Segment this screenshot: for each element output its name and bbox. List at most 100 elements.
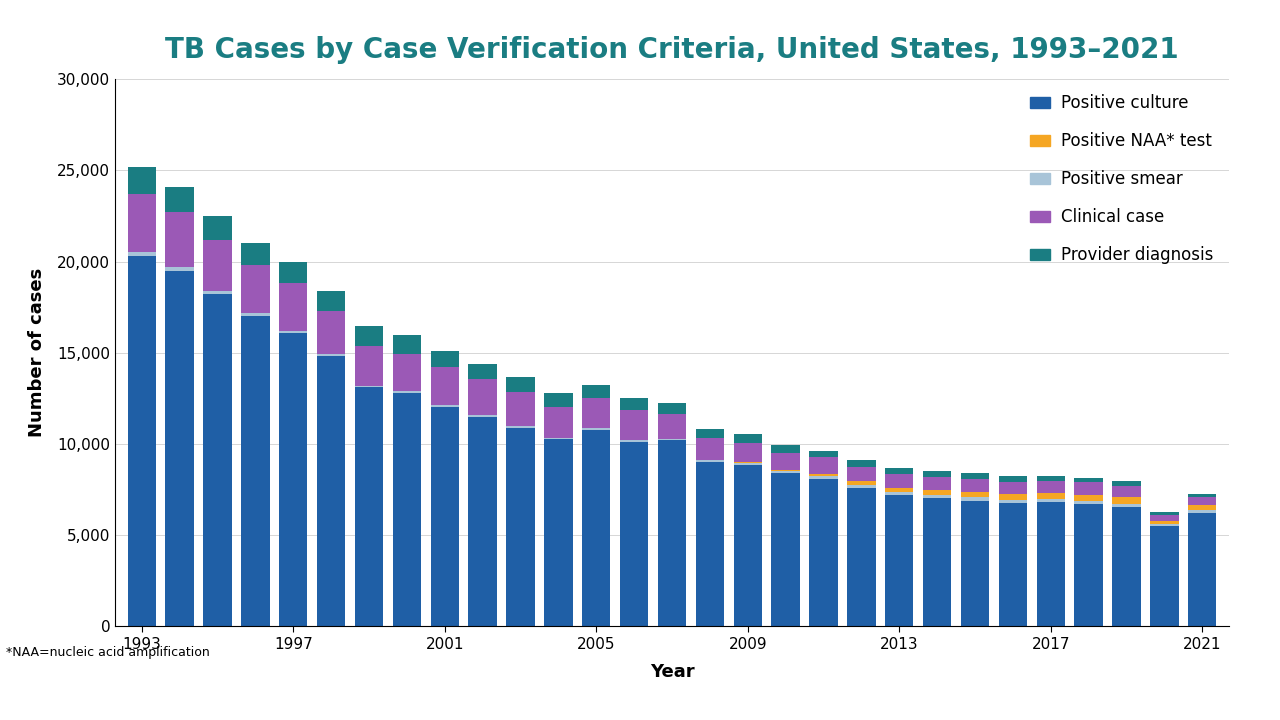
Text: *NAA=nucleic acid amplification: *NAA=nucleic acid amplification (6, 646, 210, 659)
Bar (998, 503, 1027, 626)
Bar (772, 453, 800, 469)
Bar (279, 284, 307, 331)
Bar (809, 477, 837, 479)
Bar (884, 487, 914, 492)
Bar (544, 438, 572, 439)
Bar (809, 474, 837, 477)
Bar (658, 403, 686, 413)
Bar (1151, 512, 1179, 515)
Bar (1151, 524, 1179, 526)
Bar (1074, 504, 1103, 626)
Bar (1188, 513, 1216, 626)
Bar (507, 377, 535, 392)
Bar (772, 469, 800, 472)
Bar (998, 482, 1027, 495)
Bar (620, 442, 649, 626)
Bar (544, 392, 572, 407)
Bar (507, 392, 535, 426)
Bar (620, 398, 649, 410)
Bar (279, 261, 307, 284)
Bar (165, 271, 193, 626)
Bar (204, 216, 232, 240)
Bar (1037, 481, 1065, 493)
Bar (695, 438, 724, 460)
Bar (884, 495, 914, 626)
Bar (772, 473, 800, 626)
Bar (582, 428, 611, 431)
Bar (507, 428, 535, 626)
Bar (1037, 499, 1065, 503)
Bar (241, 312, 270, 316)
Bar (695, 462, 724, 626)
Bar (809, 479, 837, 626)
Bar (847, 482, 876, 485)
Bar (128, 194, 156, 253)
Bar (430, 351, 460, 367)
Bar (733, 463, 762, 465)
Bar (772, 472, 800, 473)
Bar (1112, 497, 1140, 504)
Bar (1151, 526, 1179, 626)
Title: TB Cases by Case Verification Criteria, United States, 1993–2021: TB Cases by Case Verification Criteria, … (165, 37, 1179, 64)
Bar (809, 457, 837, 474)
Bar (961, 479, 989, 492)
Bar (1188, 494, 1216, 498)
Bar (468, 417, 497, 626)
Bar (695, 429, 724, 438)
Bar (658, 438, 686, 441)
X-axis label: Year: Year (650, 663, 694, 681)
Bar (1074, 495, 1103, 501)
Bar (544, 407, 572, 438)
Bar (923, 490, 951, 495)
Bar (923, 471, 951, 477)
Bar (884, 492, 914, 495)
Bar (998, 495, 1027, 500)
Bar (355, 346, 383, 386)
Bar (1037, 503, 1065, 626)
Bar (1074, 501, 1103, 504)
Bar (1112, 504, 1140, 507)
Bar (468, 415, 497, 417)
Bar (355, 386, 383, 387)
Bar (1188, 510, 1216, 513)
Bar (393, 393, 421, 626)
Bar (1188, 505, 1216, 510)
Bar (165, 267, 193, 271)
Bar (733, 443, 762, 462)
Bar (317, 291, 346, 311)
Bar (241, 316, 270, 626)
Bar (582, 398, 611, 428)
Bar (393, 335, 421, 354)
Bar (1037, 475, 1065, 481)
Bar (128, 256, 156, 626)
Bar (317, 311, 346, 354)
Bar (809, 451, 837, 457)
Bar (847, 467, 876, 482)
Bar (998, 476, 1027, 482)
Bar (847, 487, 876, 626)
Bar (430, 405, 460, 407)
Bar (279, 333, 307, 626)
Bar (128, 167, 156, 194)
Bar (393, 391, 421, 393)
Y-axis label: Number of cases: Number of cases (28, 268, 46, 438)
Bar (847, 460, 876, 467)
Bar (884, 474, 914, 487)
Bar (923, 498, 951, 626)
Bar (355, 387, 383, 626)
Bar (620, 441, 649, 442)
Bar (847, 485, 876, 487)
Bar (923, 495, 951, 498)
Bar (430, 407, 460, 626)
Bar (733, 434, 762, 443)
Bar (544, 439, 572, 626)
Bar (658, 441, 686, 626)
Bar (1074, 482, 1103, 495)
Bar (695, 460, 724, 462)
Bar (165, 212, 193, 267)
Bar (923, 477, 951, 490)
Bar (772, 445, 800, 453)
Bar (1151, 515, 1179, 521)
Bar (468, 379, 497, 415)
Bar (430, 367, 460, 405)
